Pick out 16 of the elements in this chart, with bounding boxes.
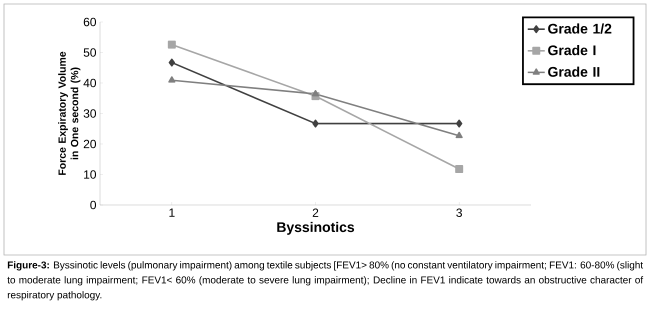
x-tick-label: 1 bbox=[169, 208, 175, 217]
x-tick-label: 2 bbox=[312, 208, 318, 217]
y-tick-label: 50 bbox=[84, 48, 96, 57]
y-tick-label: 60 bbox=[84, 18, 96, 26]
x-tick-label: 3 bbox=[456, 208, 462, 217]
x-axis-title: Byssinotics bbox=[277, 222, 354, 235]
y-tick-label: 10 bbox=[84, 170, 96, 179]
text: Figure-3: Byssinotic levels (pulmonary impairment) among textile subjects [FEV1> 80% (no constant ventilatory impairment; FEV1: 60-80% (slight to moderate lung impairment; FEV1< 60% (moderate to severe lung impairment); Decline in FEV1 indicate towards an obstructive character of respiratory pathology. bbox=[7, 261, 644, 300]
legend-label: Grade 1/2 bbox=[548, 23, 612, 34]
y-tick-label: 0 bbox=[90, 200, 96, 210]
y-tick-label: 40 bbox=[83, 78, 96, 88]
y-axis-title: Force Expiratory Volume in One second (%) bbox=[58, 52, 80, 175]
y-tick-label: 30 bbox=[84, 109, 96, 118]
legend-label: Grade I bbox=[548, 44, 596, 56]
legend-label: Grade II bbox=[548, 66, 600, 77]
y-tick-label: 20 bbox=[84, 140, 96, 148]
